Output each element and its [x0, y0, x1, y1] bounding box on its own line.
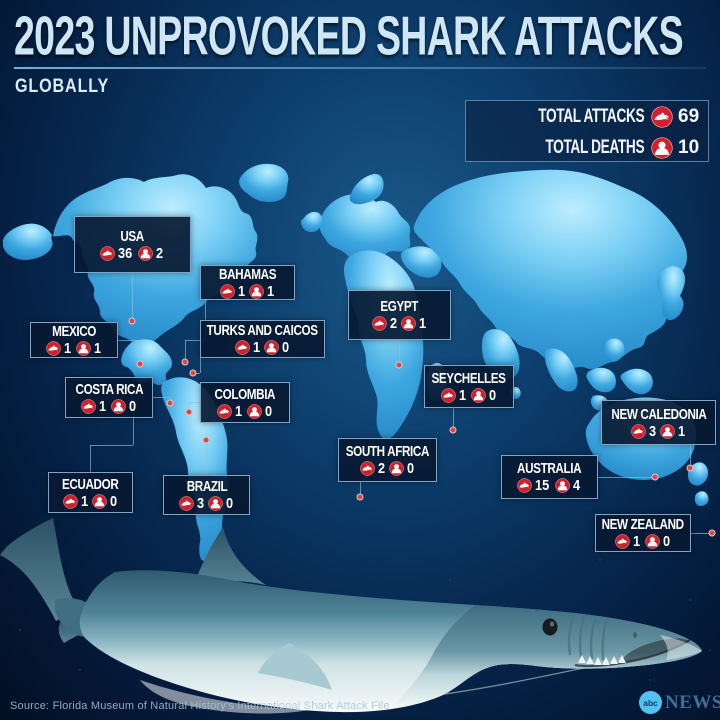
svg-text:abc: abc: [643, 698, 658, 708]
